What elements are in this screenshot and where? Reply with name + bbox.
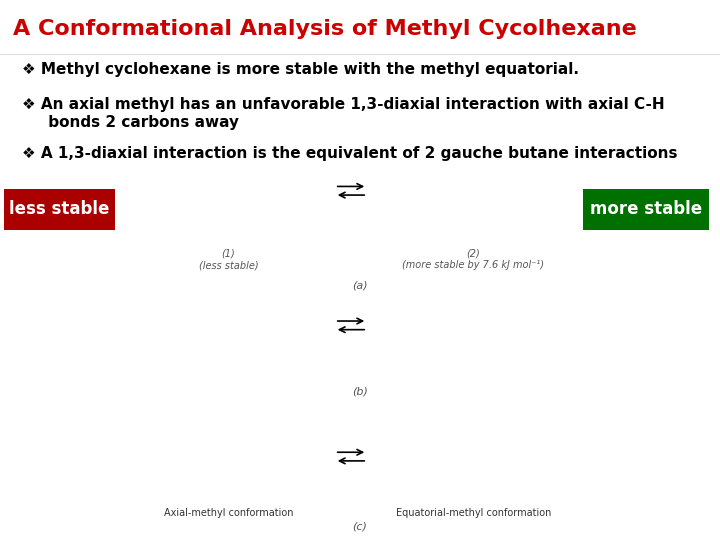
Text: (b): (b) [352,386,368,396]
FancyBboxPatch shape [583,189,709,230]
Text: A Conformational Analysis of Methyl Cycolhexane: A Conformational Analysis of Methyl Cyco… [13,19,636,39]
FancyBboxPatch shape [126,275,331,375]
Text: Axial-methyl conformation: Axial-methyl conformation [164,508,293,518]
FancyBboxPatch shape [371,146,576,246]
Text: (2)
(more stable by 7.6 kJ mol⁻¹): (2) (more stable by 7.6 kJ mol⁻¹) [402,248,544,270]
Text: ❖ A 1,3-diaxial interaction is the equivalent of 2 gauche butane interactions: ❖ A 1,3-diaxial interaction is the equiv… [22,146,677,161]
FancyBboxPatch shape [126,400,331,505]
FancyBboxPatch shape [4,189,115,230]
Text: more stable: more stable [590,200,702,218]
Text: (c): (c) [353,521,367,531]
Text: (1)
(less stable): (1) (less stable) [199,248,258,270]
FancyBboxPatch shape [371,400,576,505]
FancyBboxPatch shape [126,146,331,246]
FancyBboxPatch shape [371,275,576,375]
Text: less stable: less stable [9,200,109,218]
Text: (a): (a) [352,281,368,291]
Text: ❖ Methyl cyclohexane is more stable with the methyl equatorial.: ❖ Methyl cyclohexane is more stable with… [22,62,579,77]
Text: ❖ An axial methyl has an unfavorable 1,3-diaxial interaction with axial C-H
    : ❖ An axial methyl has an unfavorable 1,3… [22,97,665,130]
Text: Equatorial-methyl conformation: Equatorial-methyl conformation [396,508,551,518]
